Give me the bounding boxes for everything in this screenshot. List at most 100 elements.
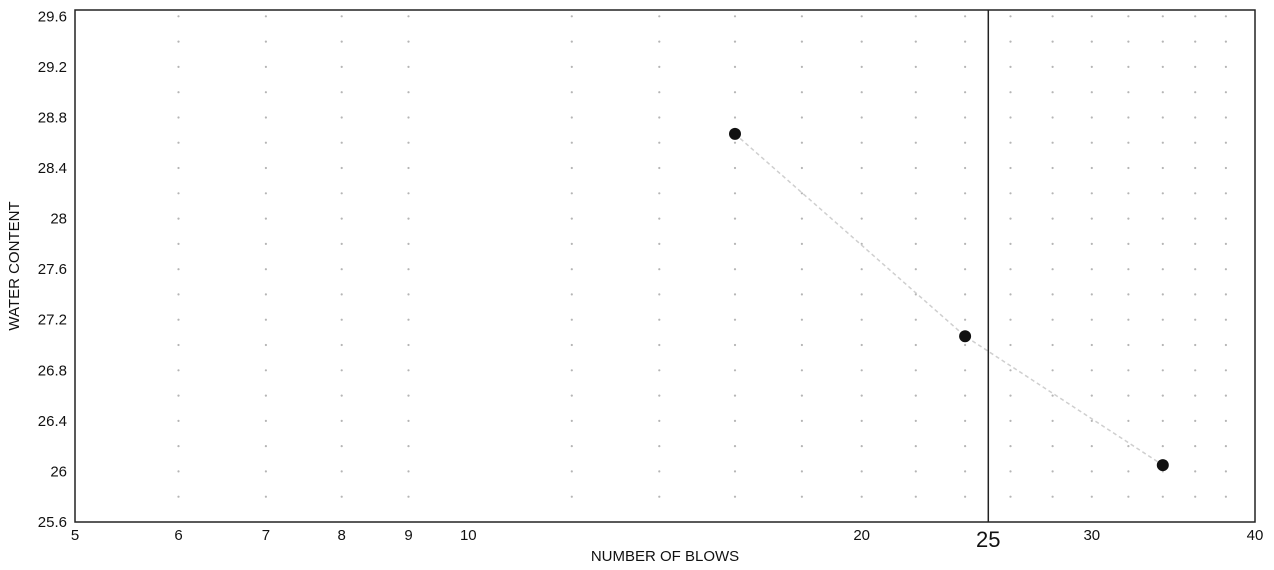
grid-dot — [1051, 495, 1054, 498]
grid-dot — [860, 495, 863, 498]
grid-dot — [1161, 141, 1164, 144]
grid-dot — [1090, 15, 1093, 18]
grid-dot — [860, 268, 863, 271]
grid-dot — [407, 217, 410, 220]
grid-dot — [407, 192, 410, 195]
grid-dot — [1127, 293, 1130, 296]
grid-dot — [658, 166, 661, 170]
grid-dot — [914, 91, 917, 94]
grid-dot — [570, 343, 573, 347]
grid-dot — [264, 141, 267, 144]
grid-dot — [1090, 242, 1093, 245]
grid-dot — [964, 15, 967, 18]
grid-dot — [177, 116, 180, 119]
grid-dot — [570, 318, 573, 321]
grid-dot — [733, 318, 737, 321]
grid-dot — [658, 15, 661, 18]
grid-dot — [914, 15, 917, 18]
grid-dot — [1194, 495, 1197, 498]
grid-dot — [964, 116, 967, 119]
grid-dot — [964, 166, 967, 170]
grid-dot — [177, 65, 180, 68]
grid-dot — [914, 419, 917, 422]
grid-dot — [964, 91, 967, 94]
grid-dot — [264, 166, 267, 170]
grid-dot — [570, 141, 573, 144]
grid-dot — [914, 217, 917, 220]
grid-dot — [1194, 116, 1197, 119]
grid-dot — [177, 242, 180, 245]
grid-dot — [860, 394, 863, 397]
grid-dot — [800, 40, 804, 43]
grid-dot — [800, 91, 804, 94]
y-tick-label: 29.6 — [38, 8, 67, 25]
grid-dot — [658, 242, 661, 245]
grid-dot — [733, 40, 737, 43]
grid-dot — [340, 242, 343, 245]
grid-dot — [177, 166, 180, 170]
grid-dot — [570, 293, 573, 296]
grid-dot — [1090, 91, 1093, 94]
grid-dot — [658, 470, 661, 473]
grid-dot — [1051, 470, 1054, 473]
grid-dot — [570, 116, 573, 119]
grid-dot — [860, 242, 863, 245]
grid-dot — [264, 495, 267, 498]
grid-dot — [1009, 40, 1012, 43]
grid-dot — [1009, 91, 1012, 94]
grid-dot — [177, 470, 180, 473]
grid-dot — [1224, 217, 1227, 220]
grid-dot — [1090, 293, 1093, 296]
grid-dot — [1161, 445, 1164, 448]
grid-dot — [340, 40, 343, 43]
grid-dot — [1127, 470, 1130, 473]
grid-dot — [860, 166, 863, 170]
grid-dot — [264, 91, 267, 94]
grid-dot — [407, 141, 410, 144]
grid-dot — [733, 15, 737, 18]
grid-dot — [264, 293, 267, 296]
grid-dot — [1194, 15, 1197, 18]
grid-dot — [1127, 495, 1130, 498]
grid-dot — [914, 40, 917, 43]
grid-dot — [177, 40, 180, 43]
grid-dot — [407, 116, 410, 119]
grid-dot — [1009, 369, 1012, 372]
grid-dot — [860, 15, 863, 18]
grid-dot — [1090, 268, 1093, 271]
grid-dot — [1051, 141, 1054, 144]
grid-dot — [1009, 293, 1012, 296]
grid-dot — [964, 470, 967, 473]
grid-dot — [800, 217, 804, 220]
grid-dot — [860, 141, 863, 144]
grid-dot — [964, 65, 967, 68]
grid-dot — [733, 141, 737, 144]
grid-dot — [964, 318, 967, 321]
grid-dot — [1194, 318, 1197, 321]
grid-dot — [1090, 369, 1093, 372]
grid-dot — [733, 268, 737, 271]
grid-dot — [1051, 40, 1054, 43]
grid-dot — [733, 343, 737, 347]
grid-dot — [264, 192, 267, 195]
grid-dot — [733, 116, 737, 119]
x-tick-labels: 5 6 7 8 9 10 20 30 40 — [71, 527, 1264, 544]
grid-dot — [1194, 419, 1197, 422]
grid-dot — [1127, 166, 1130, 170]
grid-dot — [800, 293, 804, 296]
grid-dot — [914, 141, 917, 144]
grid-dot — [860, 369, 863, 372]
grid-dot — [914, 192, 917, 195]
grid-dots — [177, 15, 1227, 498]
x-tick-label: 20 — [853, 527, 870, 544]
grid-dot — [177, 495, 180, 498]
grid-dot — [1051, 192, 1054, 195]
grid-dot — [733, 293, 737, 296]
grid-dot — [340, 192, 343, 195]
grid-dot — [1127, 217, 1130, 220]
grid-dot — [1224, 343, 1227, 347]
grid-dot — [177, 217, 180, 220]
grid-dot — [733, 166, 737, 170]
